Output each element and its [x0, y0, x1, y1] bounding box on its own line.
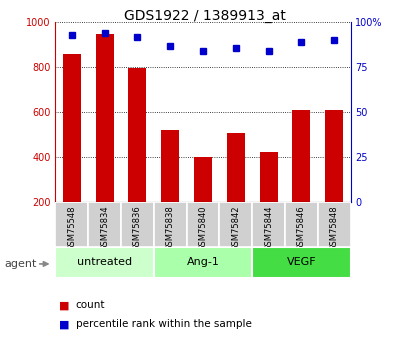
Bar: [252, 202, 284, 247]
Bar: [55, 247, 153, 278]
Text: ■: ■: [59, 300, 70, 310]
Bar: [259, 152, 277, 202]
Text: GSM75548: GSM75548: [67, 205, 76, 251]
Bar: [226, 134, 244, 202]
Bar: [63, 54, 81, 202]
Bar: [193, 157, 211, 202]
Text: GSM75838: GSM75838: [165, 205, 174, 251]
Bar: [186, 202, 219, 247]
Bar: [55, 202, 88, 247]
Bar: [153, 202, 186, 247]
Bar: [128, 68, 146, 202]
Text: Ang-1: Ang-1: [186, 257, 219, 267]
Bar: [121, 202, 153, 247]
Bar: [88, 202, 121, 247]
Text: VEGF: VEGF: [286, 257, 315, 267]
Text: untreated: untreated: [77, 257, 132, 267]
Text: count: count: [76, 300, 105, 310]
Bar: [219, 202, 252, 247]
Text: GSM75846: GSM75846: [296, 205, 305, 251]
Bar: [284, 202, 317, 247]
Bar: [252, 247, 350, 278]
Text: GSM75848: GSM75848: [329, 205, 338, 251]
Text: GDS1922 / 1389913_at: GDS1922 / 1389913_at: [124, 9, 285, 23]
Bar: [153, 247, 252, 278]
Text: percentile rank within the sample: percentile rank within the sample: [76, 319, 251, 329]
Text: GSM75844: GSM75844: [263, 205, 272, 251]
Text: GSM75842: GSM75842: [231, 205, 240, 251]
Text: GSM75834: GSM75834: [100, 205, 109, 251]
Text: ■: ■: [59, 319, 70, 329]
Text: GSM75836: GSM75836: [133, 205, 142, 251]
Bar: [292, 110, 310, 202]
Bar: [317, 202, 350, 247]
Text: agent: agent: [4, 259, 36, 269]
Bar: [324, 110, 342, 202]
Bar: [161, 130, 179, 202]
Text: GSM75840: GSM75840: [198, 205, 207, 251]
Bar: [95, 33, 113, 202]
